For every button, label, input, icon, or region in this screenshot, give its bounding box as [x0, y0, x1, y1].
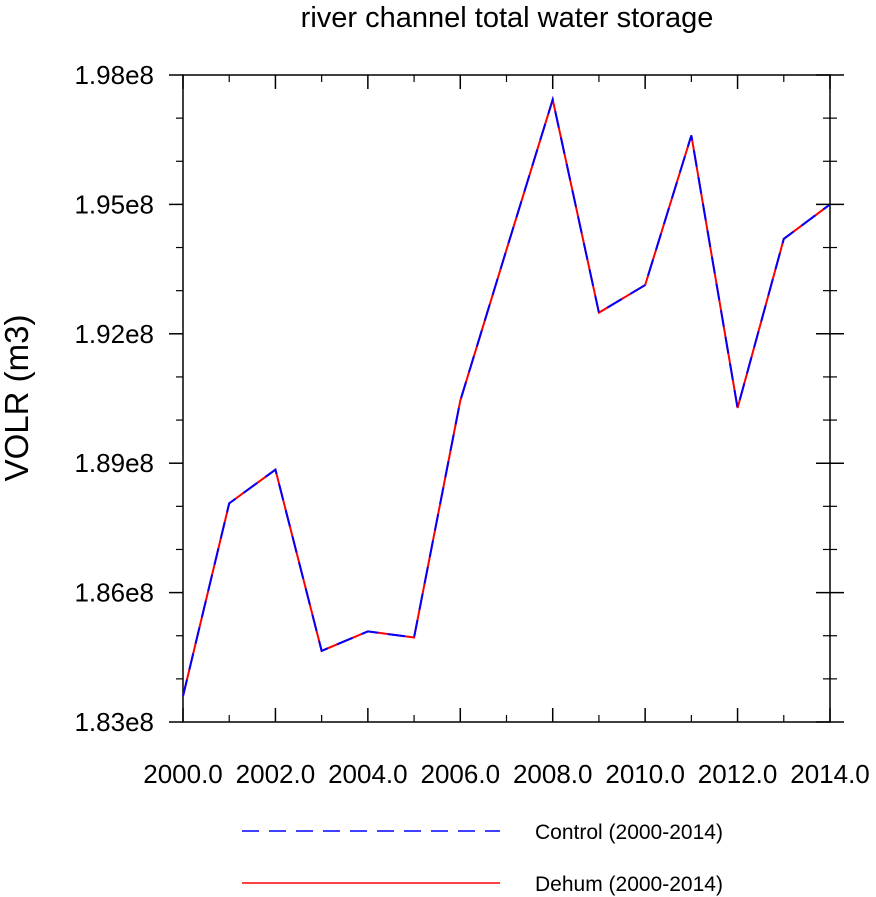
y-tick-label: 1.92e8	[74, 319, 154, 349]
x-tick-label: 2000.0	[143, 759, 223, 789]
plot-frame	[182, 74, 831, 723]
y-tick-label: 1.98e8	[74, 60, 154, 90]
y-axis-label: VOLR (m3)	[0, 315, 35, 482]
series-line-1	[182, 95, 831, 697]
x-tick-label: 2008.0	[513, 759, 593, 789]
legend: Control (2000-2014) Dehum (2000-2014)	[242, 821, 723, 896]
x-tick-label: 2012.0	[698, 759, 778, 789]
tick-layer: 2000.0 2002.0 2004.0 2006.0 2008.0 2010.0 2012…	[74, 60, 869, 789]
plot-frame-layer	[182, 74, 831, 723]
y-tick-label: 1.95e8	[74, 189, 154, 219]
legend-label-0: Control (2000-2014)	[535, 821, 723, 844]
x-tick-label: 2002.0	[236, 759, 316, 789]
y-tick-label: 1.83e8	[74, 707, 154, 737]
y-tick-label: 1.86e8	[74, 578, 154, 608]
y-tick-label: 1.89e8	[74, 448, 154, 478]
x-tick-label: 2014.0	[790, 759, 870, 789]
x-tick-label: 2010.0	[605, 759, 685, 789]
series-layer	[182, 95, 831, 697]
legend-label-1: Dehum (2000-2014)	[535, 873, 723, 896]
chart-title: river channel total water storage	[301, 2, 714, 34]
x-tick-label: 2006.0	[421, 759, 501, 789]
series-line-0	[182, 95, 831, 697]
x-tick-label: 2004.0	[328, 759, 408, 789]
